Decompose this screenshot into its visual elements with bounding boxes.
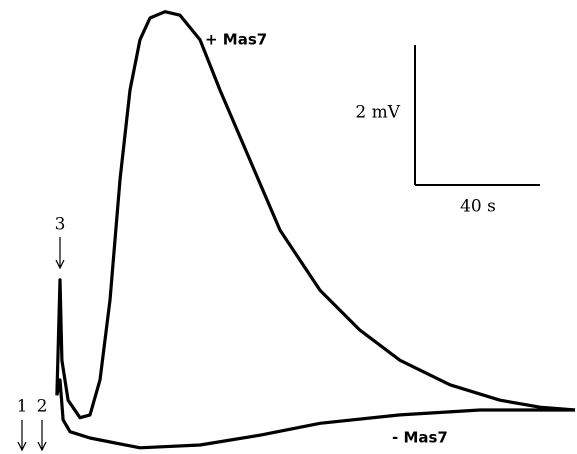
annotation: 1: [17, 397, 28, 417]
series-label: + Mas7: [205, 31, 267, 49]
trace: [55, 10, 576, 420]
scale-label-y: 2 mV: [355, 103, 400, 123]
annotation: 3: [55, 215, 66, 235]
trace: [55, 378, 575, 450]
arrows: [17, 237, 65, 452]
scale-label-x: 40 s: [460, 197, 496, 217]
series-label: - Mas7: [392, 429, 448, 447]
annotation: 2: [37, 397, 48, 417]
